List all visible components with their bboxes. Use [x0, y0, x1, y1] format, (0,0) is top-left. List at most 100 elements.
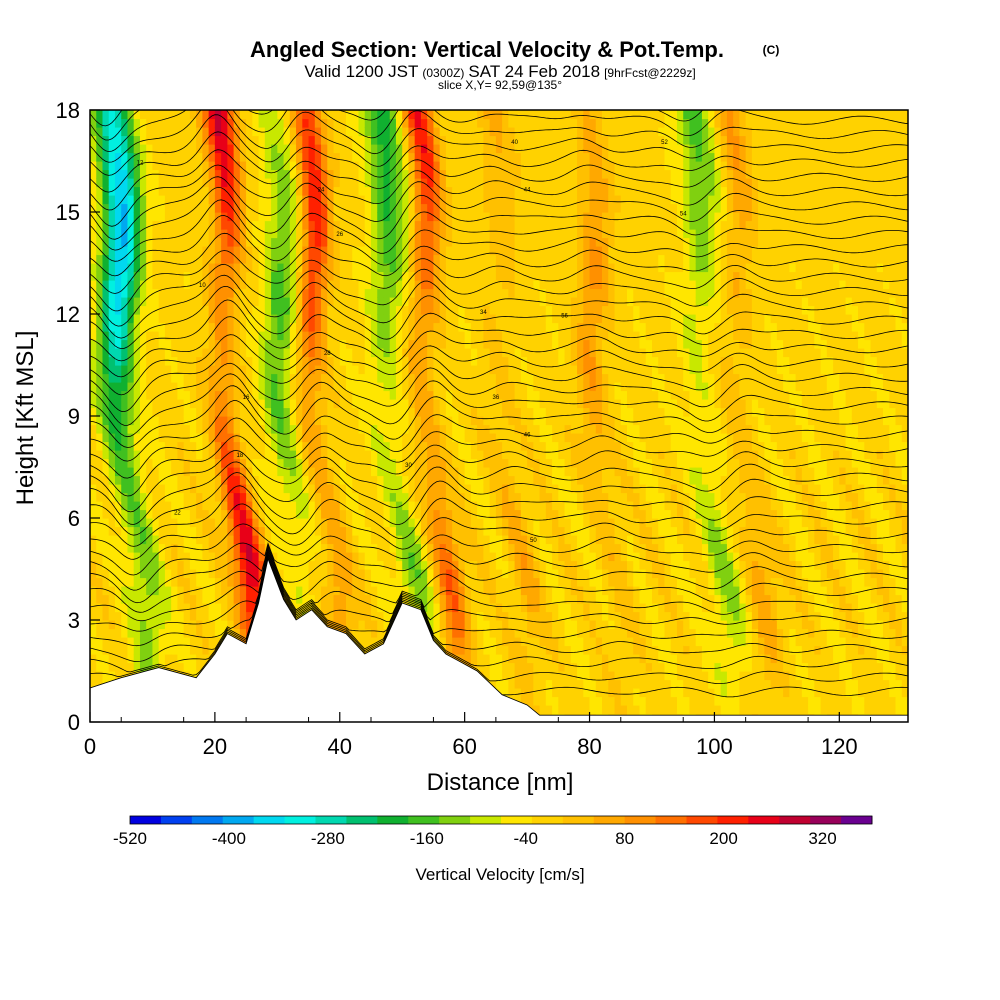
- heatmap-cell: [177, 288, 185, 298]
- heatmap-cell: [152, 569, 160, 579]
- heatmap-cell: [233, 484, 241, 494]
- heatmap-cell: [246, 348, 253, 358]
- heatmap-cell: [96, 441, 104, 451]
- heatmap-cell: [383, 458, 391, 468]
- heatmap-cell: [252, 458, 260, 468]
- heatmap-cell: [171, 203, 179, 213]
- heatmap-cell: [102, 467, 110, 477]
- heatmap-cell: [402, 271, 410, 281]
- heatmap-cell: [414, 373, 422, 383]
- heatmap-cell: [383, 620, 391, 630]
- heatmap-cell: [514, 628, 522, 638]
- heatmap-cell: [502, 246, 509, 256]
- heatmap-cell: [127, 331, 135, 341]
- heatmap-cell: [158, 560, 166, 570]
- heatmap-cell: [358, 110, 366, 120]
- heatmap-cell: [96, 195, 104, 205]
- heatmap-cell: [296, 518, 303, 528]
- heatmap-cell: [171, 399, 179, 409]
- heatmap-cell: [121, 399, 129, 409]
- heatmap-cell: [377, 535, 385, 545]
- heatmap-cell: [414, 552, 422, 562]
- heatmap-cell: [495, 467, 503, 477]
- heatmap-cell: [314, 475, 322, 485]
- heatmap-cell: [202, 212, 210, 222]
- heatmap-cell: [352, 297, 360, 307]
- heatmap-cell: [445, 594, 453, 604]
- heatmap-cell: [370, 416, 378, 426]
- heatmap-cell: [489, 339, 497, 349]
- heatmap-cell: [352, 433, 360, 443]
- heatmap-cell: [127, 169, 135, 179]
- heatmap-cell: [214, 518, 222, 528]
- heatmap-cell: [183, 178, 191, 188]
- heatmap-cell: [189, 365, 197, 375]
- heatmap-cell: [327, 577, 335, 587]
- heatmap-cell: [296, 246, 303, 256]
- heatmap-cell: [470, 399, 478, 409]
- heatmap-cell: [364, 246, 372, 256]
- heatmap-cell: [308, 467, 316, 477]
- heatmap-cell: [90, 450, 97, 460]
- heatmap-cell: [377, 339, 385, 349]
- heatmap-cell: [445, 628, 453, 638]
- heatmap-cell: [214, 288, 222, 298]
- heatmap-cell: [196, 450, 203, 460]
- heatmap-cell: [308, 348, 316, 358]
- heatmap-cell: [189, 339, 197, 349]
- heatmap-cell: [364, 586, 372, 596]
- heatmap-cell: [202, 169, 210, 179]
- heatmap-cell: [495, 484, 503, 494]
- heatmap-cell: [508, 246, 516, 256]
- heatmap-cell: [152, 603, 160, 613]
- heatmap-cell: [445, 518, 453, 528]
- heatmap-cell: [239, 348, 247, 358]
- heatmap-cell: [420, 543, 428, 553]
- heatmap-cell: [470, 305, 478, 315]
- heatmap-cell: [327, 297, 335, 307]
- heatmap-cell: [96, 297, 104, 307]
- heatmap-cell: [321, 467, 328, 477]
- heatmap-cell: [377, 203, 385, 213]
- heatmap-cell: [196, 552, 203, 562]
- heatmap-cell: [164, 339, 172, 349]
- heatmap-cell: [296, 390, 303, 400]
- heatmap-cell: [370, 373, 378, 383]
- heatmap-cell: [464, 127, 472, 137]
- heatmap-cell: [464, 603, 472, 613]
- heatmap-cell: [470, 212, 478, 222]
- heatmap-cell: [127, 492, 135, 502]
- heatmap-cell: [470, 492, 478, 502]
- heatmap-cell: [352, 144, 360, 154]
- heatmap-cell: [114, 127, 122, 137]
- heatmap-cell: [158, 339, 166, 349]
- heatmap-cell: [252, 144, 260, 154]
- heatmap-cell: [189, 628, 197, 638]
- heatmap-cell: [408, 424, 416, 434]
- heatmap-cell: [514, 254, 522, 264]
- heatmap-cell: [127, 348, 135, 358]
- heatmap-cell: [395, 492, 403, 502]
- heatmap-cell: [102, 586, 110, 596]
- heatmap-cell: [239, 628, 247, 638]
- heatmap-cell: [96, 178, 104, 188]
- heatmap-cell: [158, 620, 166, 630]
- heatmap-cell: [177, 416, 185, 426]
- heatmap-cell: [489, 518, 497, 528]
- heatmap-cell: [414, 229, 422, 239]
- heatmap-cell: [133, 390, 141, 400]
- heatmap-cell: [246, 178, 253, 188]
- heatmap-cell: [483, 458, 491, 468]
- heatmap-cell: [208, 586, 216, 596]
- heatmap-cell: [152, 331, 160, 341]
- heatmap-cell: [227, 509, 235, 519]
- heatmap-cell: [370, 186, 378, 196]
- heatmap-cell: [314, 569, 322, 579]
- heatmap-cell: [114, 365, 122, 375]
- heatmap-cell: [246, 280, 253, 290]
- heatmap-cell: [271, 390, 278, 400]
- heatmap-cell: [314, 433, 322, 443]
- heatmap-cell: [227, 424, 235, 434]
- heatmap-cell: [445, 424, 453, 434]
- heatmap-cell: [439, 169, 447, 179]
